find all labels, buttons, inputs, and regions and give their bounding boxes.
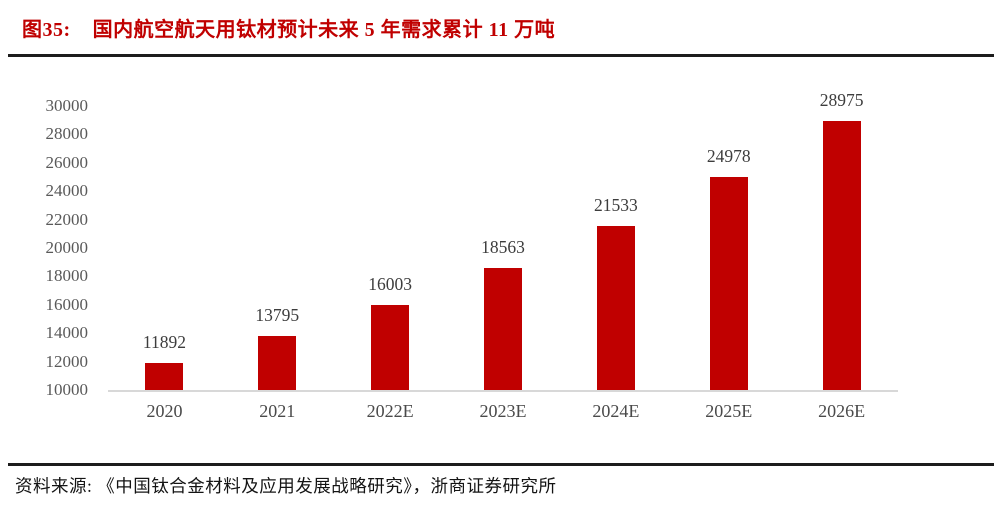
bar-2024E — [596, 226, 635, 390]
bar-2026E — [822, 120, 861, 390]
y-tick-label: 22000 — [45, 209, 89, 229]
y-tick-label: 14000 — [45, 323, 89, 343]
value-label-2025E: 24978 — [706, 146, 751, 167]
footer-divider — [8, 463, 994, 466]
bar-2022E — [371, 304, 410, 390]
value-label-2026E: 28975 — [819, 89, 864, 110]
x-tick-label-2023E: 2023E — [479, 401, 527, 421]
bar-2020 — [145, 363, 184, 390]
y-tick-label: 28000 — [45, 124, 89, 144]
y-tick-label: 26000 — [45, 152, 89, 172]
x-axis-line — [108, 390, 898, 392]
x-tick-label-2020: 2020 — [146, 401, 183, 421]
x-tick-label-2026E: 2026E — [818, 401, 866, 421]
x-tick-label-2025E: 2025E — [705, 401, 753, 421]
title-divider — [8, 54, 994, 57]
bar-2023E — [484, 268, 522, 390]
x-tick-label-2021: 2021 — [259, 401, 296, 421]
value-label-2021: 13795 — [255, 305, 300, 326]
value-label-2022E: 16003 — [368, 273, 413, 294]
figure-title-text: 国内航空航天用钛材预计未来 5 年需求累计 11 万吨 — [92, 19, 556, 41]
x-tick-label-2022E: 2022E — [366, 401, 414, 421]
value-label-2024E: 21533 — [593, 195, 638, 216]
figure-title: 图35: 国内航空航天用钛材预计未来 5 年需求累计 11 万吨 — [22, 13, 555, 42]
figure-number: 图35: — [22, 19, 71, 41]
y-tick-label: 12000 — [45, 351, 89, 371]
y-tick-label: 30000 — [45, 96, 89, 115]
source-note: 资料来源: 《中国钛合金材料及应用发展战略研究》，浙商证券研究所 — [15, 476, 557, 496]
y-tick-label: 20000 — [45, 238, 89, 257]
y-tick-label: 16000 — [45, 294, 89, 314]
value-label-2020: 11892 — [142, 332, 186, 353]
value-label-2023E: 18563 — [481, 237, 525, 258]
y-tick-label: 24000 — [45, 181, 89, 201]
bar-2021 — [258, 336, 297, 390]
bar-2025E — [709, 177, 748, 390]
y-tick-label: 18000 — [45, 266, 89, 286]
x-axis-labels: 2020 2021 2022E 2023E 2024E 2025E 2026E — [108, 401, 898, 425]
y-tick-label: 10000 — [45, 380, 89, 399]
x-tick-label-2024E: 2024E — [592, 401, 640, 421]
plot-area: 11892 13795 16003 18563 21533 24978 28975 — [108, 90, 898, 392]
